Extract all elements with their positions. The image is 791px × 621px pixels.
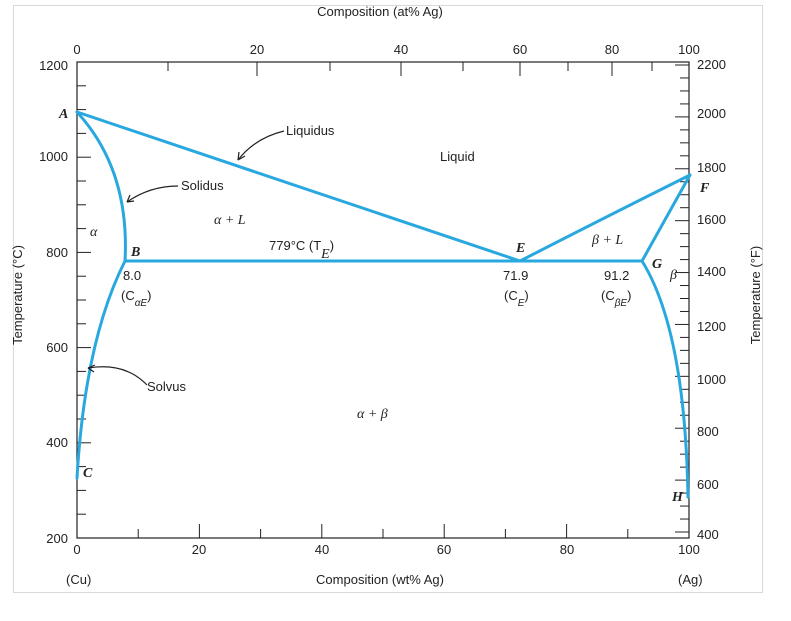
bottom-tick-labels: 0 20 40 60 80 100 bbox=[73, 542, 699, 557]
bottom-tick-label: 20 bbox=[192, 542, 206, 557]
e-composition-value: 71.9 bbox=[503, 268, 528, 283]
right-tick-label: 1800 bbox=[697, 160, 726, 175]
solidus-beta bbox=[640, 173, 692, 263]
point-f-label: F bbox=[699, 181, 710, 196]
right-tick-label: 1200 bbox=[697, 319, 726, 334]
solidus-arrow bbox=[126, 185, 179, 203]
bottom-tick-label: 0 bbox=[73, 542, 80, 557]
liquidus-arrow-head bbox=[237, 151, 246, 161]
solidus-label: Solidus bbox=[181, 178, 224, 193]
left-tick-label: 800 bbox=[46, 245, 68, 260]
solvus-beta bbox=[640, 259, 690, 499]
g-composition-symbol: (CβE) bbox=[601, 288, 631, 309]
left-tick-label: 200 bbox=[46, 531, 68, 546]
b-composition-value: 8.0 bbox=[123, 268, 141, 283]
left-tick-labels: 200 400 600 800 1000 1200 bbox=[39, 58, 68, 546]
point-h-label: H bbox=[671, 490, 684, 505]
silver-end-label: (Ag) bbox=[678, 572, 703, 587]
right-tick-label: 2200 bbox=[697, 57, 726, 72]
top-tick-label: 20 bbox=[250, 42, 264, 57]
solvus-alpha bbox=[75, 259, 127, 480]
bottom-tick-label: 80 bbox=[560, 542, 574, 557]
right-tick-labels: 400 600 800 1000 1200 1400 1600 1800 200… bbox=[697, 57, 726, 542]
left-tick-label: 400 bbox=[46, 435, 68, 450]
solvus-arrow-head bbox=[87, 364, 96, 373]
beta-liquid-region-label: β + L bbox=[591, 233, 623, 248]
solidus-alpha bbox=[75, 110, 127, 263]
alpha-region-label: α bbox=[90, 225, 98, 240]
bottom-tick-label: 60 bbox=[437, 542, 451, 557]
right-axis-title: Temperature (°F) bbox=[748, 246, 763, 344]
bottom-tick-label: 40 bbox=[315, 542, 329, 557]
point-e-label: E bbox=[515, 241, 525, 256]
right-tick-label: 1400 bbox=[697, 264, 726, 279]
right-tick-label: 600 bbox=[697, 477, 719, 492]
top-tick-label: 60 bbox=[513, 42, 527, 57]
point-g-label: G bbox=[652, 257, 662, 272]
top-tick-label: 100 bbox=[678, 42, 700, 57]
phase-boundaries bbox=[75, 110, 692, 499]
right-tick-label: 1600 bbox=[697, 212, 726, 227]
liquidus-arrow bbox=[237, 130, 285, 161]
plot-area bbox=[76, 61, 690, 539]
left-tick-label: 1200 bbox=[39, 58, 68, 73]
top-tick-label: 40 bbox=[394, 42, 408, 57]
liquidus-left bbox=[75, 110, 522, 263]
axis-ticks bbox=[76, 61, 690, 539]
alpha-beta-region-label: α + β bbox=[357, 407, 388, 422]
left-axis-title: Temperature (°C) bbox=[10, 245, 25, 345]
top-axis-title: Composition (at% Ag) bbox=[317, 4, 443, 19]
alpha-liquid-region-label: α + L bbox=[214, 213, 246, 228]
point-b-label: B bbox=[130, 245, 140, 260]
point-a-label: A bbox=[58, 107, 68, 122]
top-tick-label: 80 bbox=[605, 42, 619, 57]
liquid-region-label: Liquid bbox=[440, 149, 475, 164]
top-tick-label: 0 bbox=[73, 42, 80, 57]
solvus-arrow bbox=[87, 366, 148, 386]
right-tick-label: 2000 bbox=[697, 106, 726, 121]
beta-region-label: β bbox=[669, 268, 677, 283]
copper-end-label: (Cu) bbox=[66, 572, 91, 587]
figure-frame bbox=[13, 5, 763, 593]
bottom-tick-label: 100 bbox=[678, 542, 700, 557]
top-tick-labels: 0 20 40 60 80 100 bbox=[73, 42, 699, 57]
e-composition-symbol: (CE) bbox=[504, 288, 529, 309]
g-composition-value: 91.2 bbox=[604, 268, 629, 283]
right-tick-label: 400 bbox=[697, 527, 719, 542]
right-tick-label: 1000 bbox=[697, 372, 726, 387]
solvus-label: Solvus bbox=[147, 379, 187, 394]
left-tick-label: 600 bbox=[46, 340, 68, 355]
point-c-label: C bbox=[83, 466, 93, 481]
b-composition-symbol: (CαE) bbox=[121, 288, 151, 309]
bottom-axis-title: Composition (wt% Ag) bbox=[316, 572, 444, 587]
right-tick-label: 800 bbox=[697, 424, 719, 439]
solidus-arrow-head bbox=[126, 194, 135, 203]
eutectic-temperature-label: 779°C (TE) bbox=[269, 238, 334, 262]
liquidus-label: Liquidus bbox=[286, 123, 335, 138]
left-tick-label: 1000 bbox=[39, 149, 68, 164]
liquidus-right bbox=[518, 173, 692, 263]
